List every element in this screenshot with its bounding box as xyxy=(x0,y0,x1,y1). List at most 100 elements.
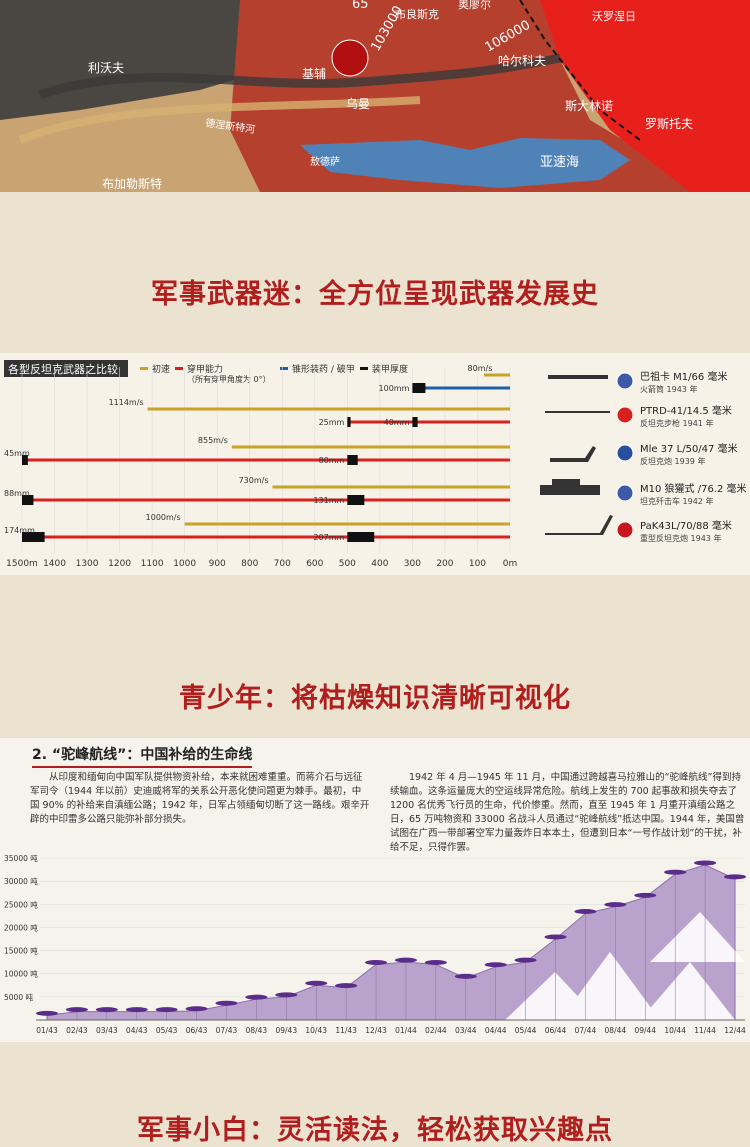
plane xyxy=(125,1007,148,1013)
x-tick-label: 1500m xyxy=(6,559,38,569)
armor-block xyxy=(22,495,34,505)
x-tick-label: 900 xyxy=(209,559,226,569)
plane xyxy=(394,957,417,963)
armor-block xyxy=(412,383,426,393)
plane xyxy=(155,1007,178,1013)
weapon-icon xyxy=(540,479,600,495)
map-label: 亚速海 xyxy=(540,155,579,170)
plane xyxy=(424,959,447,965)
x-tick-label: 1400 xyxy=(43,559,66,569)
x-tick-label: 800 xyxy=(241,559,258,569)
plane xyxy=(365,959,388,965)
velocity-label: 1000m/s xyxy=(146,513,181,522)
x-tick-label: 06/44 xyxy=(545,1026,567,1035)
armor-block xyxy=(347,532,375,542)
section-heading: 青少年：将枯燥知识清晰可视化 xyxy=(179,683,571,714)
velocity-label: 1114m/s xyxy=(109,398,144,407)
x-tick-label: 01/43 xyxy=(36,1026,58,1035)
sea xyxy=(300,138,630,188)
plane xyxy=(245,994,268,1000)
map-label: 哈尔科夫 xyxy=(498,53,546,68)
x-tick-label: 10/44 xyxy=(664,1026,686,1035)
section-heading: 军事武器迷：全方位呈现武器发展史 xyxy=(151,279,599,310)
weapon-name: Mle 37 L/50/47 毫米 xyxy=(640,442,738,455)
plane xyxy=(185,1006,208,1012)
armor-block xyxy=(347,417,351,427)
legend-swatch xyxy=(175,367,183,370)
x-tick-label: 1300 xyxy=(76,559,99,569)
plane xyxy=(574,909,597,915)
chart-title: 各型反坦克武器之比较 xyxy=(8,362,118,376)
weapon-desc: 反坦克步枪 1941 年 xyxy=(640,418,713,428)
hump-chart: 5000 吨 10000 吨 15000 吨 20000 吨 25000 吨 30000 … xyxy=(4,853,746,1035)
legend-swatch xyxy=(280,367,288,370)
plane xyxy=(275,992,298,998)
marker xyxy=(331,39,369,77)
plane xyxy=(544,934,567,940)
x-tick-label: 700 xyxy=(274,559,291,569)
legend-swatch xyxy=(140,367,148,370)
armor-block xyxy=(22,532,45,542)
plane xyxy=(634,892,657,898)
legend-label: 锥形装药 / 破甲 xyxy=(292,363,355,375)
plane xyxy=(724,874,746,880)
legend-note: （所有穿甲角度为 0°） xyxy=(187,374,271,384)
x-tick-label: 1200 xyxy=(108,559,131,569)
soviet-area xyxy=(540,0,750,192)
x-tick-label: 07/43 xyxy=(216,1026,238,1035)
x-tick-label: 02/43 xyxy=(66,1026,88,1035)
y-tick-label: 20000 吨 xyxy=(4,922,38,932)
map-label: 奥廖尔 xyxy=(458,0,491,11)
x-tick-label: 200 xyxy=(436,559,453,569)
weapon-desc: 火箭筒 1943 年 xyxy=(640,384,697,394)
plane xyxy=(215,1000,238,1006)
map-label: 斯大林诺 xyxy=(565,99,613,113)
armor-label: 80mm xyxy=(319,456,345,465)
x-tick-label: 05/43 xyxy=(156,1026,178,1035)
armor-label: 207mm xyxy=(313,533,344,542)
x-tick-label: 0m xyxy=(503,559,518,569)
y-tick-label: 15000 吨 xyxy=(4,946,38,956)
legend-swatch xyxy=(360,367,368,370)
x-tick-label: 03/43 xyxy=(96,1026,118,1035)
plane xyxy=(65,1007,88,1013)
x-tick-label: 100 xyxy=(469,559,486,569)
flag xyxy=(616,521,634,539)
x-tick-label: 03/44 xyxy=(455,1026,477,1035)
armor-label: 25mm xyxy=(319,418,345,427)
x-tick-label: 500 xyxy=(339,559,356,569)
x-tick-label: 09/43 xyxy=(275,1026,297,1035)
x-tick-label: 09/44 xyxy=(634,1026,656,1035)
x-tick-label: 04/43 xyxy=(126,1026,148,1035)
map-label: 沃罗涅日 xyxy=(592,9,636,23)
map-label: 罗斯托夫 xyxy=(645,117,693,131)
weapon-icon xyxy=(545,411,610,413)
y-tick-label: 5000 吨 xyxy=(4,992,33,1002)
weapon-name: PTRD-41/14.5 毫米 xyxy=(640,404,732,417)
weapon-icon xyxy=(548,375,608,379)
y-tick-label: 35000 吨 xyxy=(4,853,38,863)
plane xyxy=(484,962,507,968)
x-tick-label: 11/43 xyxy=(335,1026,357,1035)
x-tick-label: 10/43 xyxy=(305,1026,327,1035)
x-tick-label: 06/43 xyxy=(186,1026,208,1035)
plane xyxy=(36,1010,58,1016)
x-tick-label: 1000 xyxy=(173,559,196,569)
weapon-icon xyxy=(545,515,613,535)
plane xyxy=(664,869,687,875)
velocity-label: 855m/s xyxy=(198,436,228,445)
velocity-label: 730m/s xyxy=(239,476,269,485)
plane xyxy=(335,983,358,989)
x-tick-label: 400 xyxy=(371,559,388,569)
map-label: 布加勒斯特 xyxy=(102,176,162,191)
plane xyxy=(305,980,328,986)
armor-block xyxy=(412,417,418,427)
x-tick-label: 05/44 xyxy=(515,1026,537,1035)
armor-label: 45mm xyxy=(4,449,30,458)
plane xyxy=(454,973,477,979)
arrow xyxy=(18,96,421,144)
map: 奥廖尔 布良斯克 65 103000 106000 沃罗涅日 利沃夫 基辅 哈尔… xyxy=(0,0,750,192)
armor-block xyxy=(22,455,28,465)
legend-label: 初速 xyxy=(152,363,170,375)
